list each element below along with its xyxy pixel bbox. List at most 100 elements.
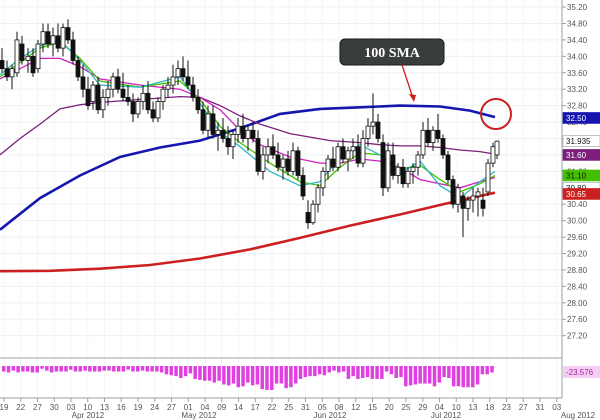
candle-body — [260, 154, 266, 172]
candle-body — [410, 166, 416, 172]
candle-body — [70, 39, 76, 61]
price-tag-label: 31.60 — [566, 151, 587, 160]
histogram-bar — [116, 366, 121, 372]
histogram-bar — [298, 366, 303, 379]
histogram-bar — [389, 366, 394, 375]
candle-body — [380, 142, 386, 189]
y-tick-label: 27.20 — [567, 332, 588, 341]
histogram-bar — [241, 366, 245, 387]
candle-body — [115, 76, 121, 90]
candle-body — [370, 121, 376, 127]
price-tag-box — [562, 188, 600, 200]
histogram-bar — [69, 366, 73, 370]
histogram-bar — [11, 366, 16, 371]
indicator-value-label: -23.576 — [566, 368, 594, 377]
histogram-bar — [54, 366, 59, 372]
candle-body — [430, 129, 436, 144]
y-tick-label: 29.20 — [567, 250, 588, 259]
candle-body — [19, 43, 25, 61]
candle-body — [135, 101, 141, 115]
histogram-bar — [226, 366, 231, 386]
histogram-bar — [265, 366, 269, 390]
histogram-bar — [380, 366, 384, 379]
histogram-bar — [212, 366, 217, 383]
histogram-bar — [274, 366, 279, 384]
x-tick-label: 27 — [519, 403, 528, 412]
y-tick-label: 29.60 — [567, 233, 588, 242]
histogram-bar — [193, 366, 197, 379]
histogram-bar — [179, 366, 183, 378]
candle-body — [360, 138, 366, 164]
histogram-bar — [427, 366, 432, 384]
candle-body — [50, 35, 56, 45]
histogram-bar — [92, 366, 97, 372]
x-tick-label: 13 — [469, 403, 478, 412]
candle-body — [60, 27, 66, 49]
histogram-bar — [159, 366, 164, 373]
candle-body — [440, 138, 446, 156]
annotation-label: 100 SMA — [364, 46, 421, 61]
histogram-bar — [418, 366, 422, 384]
histogram-bar — [303, 366, 308, 378]
candle-body — [180, 68, 186, 78]
x-tick-label: 09 — [217, 403, 226, 412]
candle-body — [105, 88, 111, 98]
candle-body — [14, 39, 20, 74]
histogram-bar — [490, 366, 494, 373]
price-tag-label: 30.65 — [566, 190, 587, 199]
y-tick-label: 30.40 — [567, 200, 588, 209]
y-tick-label: 32.80 — [567, 102, 588, 111]
candle-body — [350, 146, 356, 152]
candle-body — [435, 129, 441, 139]
y-tick-label: 28.80 — [567, 266, 588, 275]
x-tick-label: 22 — [16, 403, 25, 412]
histogram-bar — [121, 366, 126, 372]
candle-body — [35, 43, 41, 70]
histogram-bar — [332, 366, 336, 371]
candle-body — [210, 113, 216, 135]
histogram-bar — [2, 366, 6, 372]
x-tick-label: 03 — [552, 403, 561, 412]
candle-body — [85, 88, 91, 107]
x-tick-label: 14 — [234, 403, 243, 412]
x-tick-label: 25 — [284, 403, 293, 412]
candle-body — [25, 55, 31, 61]
price-tag-box — [562, 112, 600, 124]
candle-body — [265, 146, 271, 156]
histogram-bar — [97, 366, 102, 372]
x-tick-label: 25 — [402, 403, 411, 412]
x-tick-label: 19 — [134, 403, 143, 412]
histogram-bar — [102, 366, 107, 371]
histogram-bar — [356, 366, 360, 379]
highlight-circle — [480, 98, 512, 130]
histogram-bar — [313, 366, 317, 377]
candle-body — [490, 146, 496, 164]
histogram-bar — [437, 366, 442, 383]
histogram-bar — [451, 366, 456, 387]
histogram-bar — [136, 366, 140, 372]
month-label: Jun 2012 — [314, 411, 347, 420]
histogram-bar — [394, 366, 398, 378]
histogram-bar — [270, 366, 274, 390]
histogram-bar — [317, 366, 322, 375]
histogram-bar — [45, 366, 49, 371]
x-tick-label: 23 — [502, 403, 511, 412]
ma-line — [0, 95, 496, 156]
candle-body — [315, 187, 321, 205]
y-tick-label: 34.00 — [567, 52, 588, 61]
candle-body — [300, 175, 306, 197]
histogram-bar — [16, 366, 20, 373]
candle-body — [90, 84, 96, 102]
y-tick-label: 34.80 — [567, 19, 588, 28]
candle-body — [80, 76, 86, 90]
price-tag-label: 32.50 — [566, 114, 587, 123]
candle-body — [55, 35, 61, 49]
candle-body — [365, 125, 371, 139]
x-tick-label: 13 — [100, 403, 109, 412]
histogram-bar — [126, 366, 130, 370]
price-tag-label: 31.935 — [566, 137, 591, 146]
candle-body — [4, 68, 10, 78]
candle-body — [395, 166, 401, 176]
candle-body — [250, 129, 256, 139]
